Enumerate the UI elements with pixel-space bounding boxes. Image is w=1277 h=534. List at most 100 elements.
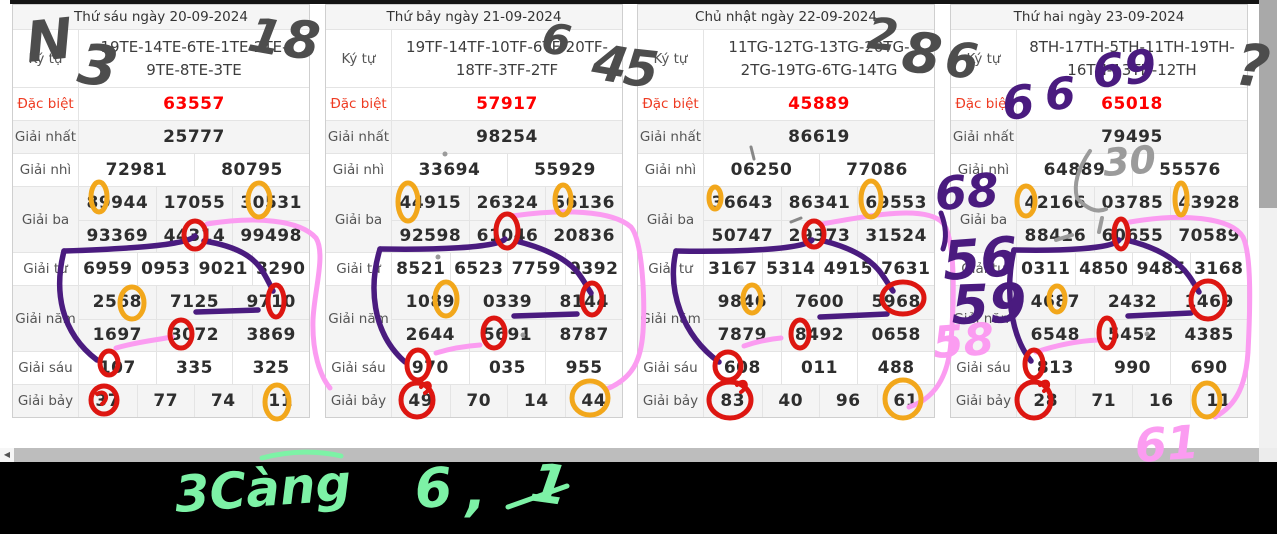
- table-date-header: Thứ hai ngày 23-09-2024: [951, 5, 1247, 29]
- prize-value-giai_ba-2: 43928: [1170, 187, 1247, 220]
- prize-label-dac_biet: Đặc biệt: [951, 88, 1017, 120]
- prize-value-giai_bay-3: 11: [1189, 385, 1248, 417]
- prize-value-giai_tu-0: 3167: [708, 259, 758, 279]
- prize-value-giai_tu-1: 0953: [136, 253, 195, 285]
- prize-label-giai_ba: Giải ba: [13, 187, 79, 252]
- prize-value-giai_sau-0: 107: [98, 358, 136, 378]
- prize-value-giai_ba-3: 50747: [704, 219, 781, 253]
- row-giai_ba: Giải ba 42166 03785 43928 88426 60655 70589: [951, 186, 1247, 252]
- prize-value-giai_nam-3: 1697: [79, 318, 156, 352]
- prize-value-giai_nhat-0: 86619: [788, 127, 850, 147]
- prize-label-dac_biet: Đặc biệt: [13, 88, 79, 120]
- prize-value-giai_bay-2: 74: [194, 385, 252, 417]
- horizontal-scrollbar[interactable]: ◀: [0, 448, 1259, 462]
- prize-value-giai_nam-5: 0658: [857, 318, 934, 351]
- vertical-scrollbar[interactable]: [1259, 0, 1277, 448]
- row-giai_ba: Giải ba 36643 86341 69553 50747 29373 31524: [638, 186, 934, 252]
- prize-value-giai_ba-0: 89944: [86, 193, 149, 214]
- row-giai_nhi: Giải nhì 72981 80795: [13, 153, 309, 186]
- bottom-black-area: [0, 462, 1277, 534]
- prize-value-giai_ba-2: 56136: [545, 187, 622, 220]
- row-giai_nhi: Giải nhì 64889 55576: [951, 153, 1247, 186]
- scroll-left-arrow-icon[interactable]: ◀: [3, 450, 11, 459]
- prize-value-giai_bay-1: 40: [761, 385, 820, 417]
- prize-value-giai_nam-2: 8144: [545, 286, 622, 319]
- row-giai_nhat: Giải nhất 25777: [13, 120, 309, 153]
- row-giai_bay: Giải bảy 37 77 74 11: [13, 384, 309, 417]
- top-black-bar: [10, 0, 1259, 4]
- prize-label-giai_sau: Giải sáu: [951, 352, 1017, 384]
- horizontal-scroll-thumb[interactable]: [14, 448, 1259, 462]
- prize-value-giai_nam-2: 1469: [1170, 286, 1247, 319]
- row-giai_tu: Giải tư 0311 4850 9485 3168: [951, 252, 1247, 285]
- table-date-header: Chủ nhật ngày 22-09-2024: [638, 5, 934, 29]
- prize-value-giai_nhat-0: 98254: [476, 127, 538, 147]
- prize-value-giai_tu-0: 8521: [396, 259, 446, 279]
- prize-value-giai_nhi-1: 80795: [194, 154, 309, 186]
- prize-value-giai_ba-5: 20836: [545, 219, 622, 252]
- prize-value-giai_ba-4: 44314: [155, 219, 233, 252]
- prize-value-giai_sau-2: 325: [232, 352, 309, 384]
- row-giai_nam: Giải năm 1089 0339 8144 2644 5691 8787: [326, 285, 622, 351]
- prize-label-giai_tu: Giải tư: [638, 253, 704, 285]
- prize-label-giai_nhi: Giải nhì: [638, 154, 704, 186]
- prize-label-ky_tu: Ký tự: [326, 30, 392, 87]
- prize-label-giai_nhat: Giải nhất: [13, 121, 79, 153]
- results-table: Thứ sáu ngày 20-09-2024 Ký tự 19TE-14TE-6T…: [12, 4, 310, 418]
- prize-value-giai_nhi-1: 55576: [1132, 154, 1247, 186]
- row-ky_tu: Ký tự 11TG-12TG-13TG-20TG-2TG-19TG-6TG-14…: [638, 29, 934, 87]
- prize-value-giai_nam-1: 7125: [155, 286, 233, 319]
- results-table: Thứ bảy ngày 21-09-2024 Ký tự 19TF-14TF-10…: [325, 4, 623, 418]
- prize-label-ky_tu: Ký tự: [13, 30, 79, 87]
- prize-value-giai_nhat-0: 79495: [1101, 127, 1163, 147]
- prize-label-giai_nam: Giải năm: [951, 286, 1017, 351]
- row-dac_biet: Đặc biệt 65018: [951, 87, 1247, 120]
- prize-value-giai_bay-3: 61: [876, 385, 935, 417]
- prize-value-giai_bay-0: 83: [720, 391, 746, 411]
- prize-value-giai_ba-2: 69553: [857, 187, 934, 220]
- prize-value-giai_nam-5: 3869: [232, 318, 309, 351]
- prize-label-giai_sau: Giải sáu: [326, 352, 392, 384]
- prize-value-dac_biet-0: 57917: [476, 94, 538, 114]
- row-dac_biet: Đặc biệt 63557: [13, 87, 309, 120]
- prize-value-giai_nhat-0: 25777: [163, 127, 225, 147]
- prize-value-giai_nam-4: 8492: [780, 318, 858, 351]
- row-giai_nam: Giải năm 4687 2432 1469 6548 5452 4385: [951, 285, 1247, 351]
- prize-value-giai_bay-0: 28: [1033, 391, 1059, 411]
- row-giai_tu: Giải tư 3167 5314 4915 7631: [638, 252, 934, 285]
- row-giai_sau: Giải sáu 970 035 955: [326, 351, 622, 384]
- prize-value-giai_ba-1: 86341: [780, 187, 858, 220]
- prize-label-giai_ba: Giải ba: [326, 187, 392, 252]
- row-giai_nhi: Giải nhì 06250 77086: [638, 153, 934, 186]
- prize-value-giai_bay-2: 96: [819, 385, 877, 417]
- prize-label-giai_nam: Giải năm: [326, 286, 392, 351]
- row-ky_tu: Ký tự 19TE-14TE-6TE-1TE-2TE-9TE-8TE-3TE: [13, 29, 309, 87]
- row-giai_nhat: Giải nhất 86619: [638, 120, 934, 153]
- prize-value-giai_nam-3: 2644: [392, 318, 469, 352]
- prize-value-giai_sau-1: 011: [780, 352, 858, 384]
- prize-label-giai_nhat: Giải nhất: [951, 121, 1017, 153]
- prize-value-dac_biet-0: 65018: [1101, 94, 1163, 114]
- prize-value-giai_tu-2: 9021: [194, 253, 252, 285]
- prize-value-giai_nam-1: 2432: [1093, 286, 1171, 319]
- prize-label-dac_biet: Đặc biệt: [326, 88, 392, 120]
- prize-label-dac_biet: Đặc biệt: [638, 88, 704, 120]
- prize-value-giai_ba-0: 36643: [711, 193, 774, 214]
- prize-value-giai_ba-1: 26324: [468, 187, 546, 220]
- prize-value-giai_ba-5: 31524: [857, 219, 934, 252]
- prize-value-giai_nam-4: 3072: [155, 318, 233, 351]
- prize-value-giai_nhi-1: 55929: [507, 154, 622, 186]
- vertical-scroll-thumb[interactable]: [1259, 0, 1277, 208]
- prize-value-ky_tu-0: 11TG-12TG-13TG-20TG-2TG-19TG-6TG-14TG: [728, 38, 910, 79]
- row-giai_tu: Giải tư 6959 0953 9021 3290: [13, 252, 309, 285]
- prize-label-giai_nhi: Giải nhì: [326, 154, 392, 186]
- prize-value-giai_sau-2: 955: [545, 352, 622, 384]
- prize-value-giai_tu-2: 9485: [1132, 253, 1190, 285]
- prize-value-giai_nam-0: 9846: [717, 292, 767, 313]
- annotation-stroke-purple: [938, 210, 948, 252]
- prize-value-giai_bay-1: 71: [1074, 385, 1133, 417]
- prize-value-giai_tu-2: 4915: [819, 253, 877, 285]
- prize-value-giai_bay-0: 37: [95, 391, 121, 411]
- prize-value-giai_nam-3: 7879: [704, 318, 781, 352]
